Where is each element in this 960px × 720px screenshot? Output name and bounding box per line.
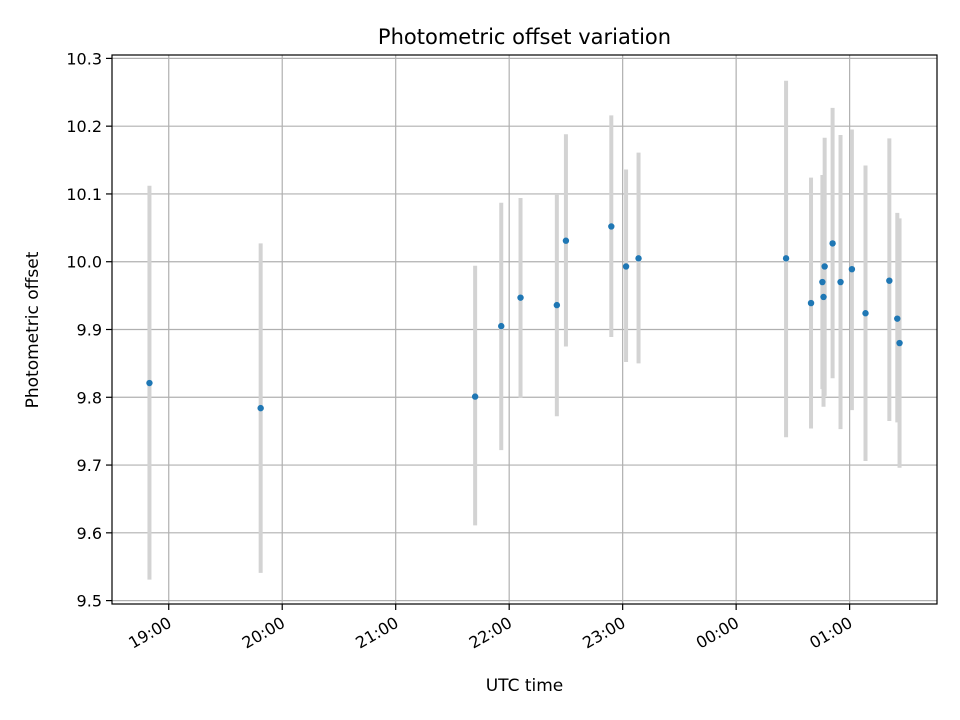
data-point: [819, 278, 826, 286]
y-tick-label: 9.8: [77, 388, 102, 407]
y-tick-label: 10.1: [66, 185, 102, 204]
data-point: [848, 265, 856, 273]
chart-title: Photometric offset variation: [378, 25, 671, 49]
data-point: [608, 223, 615, 230]
data-point: [635, 255, 642, 262]
data-point: [894, 315, 901, 322]
data-point: [562, 237, 570, 244]
data-point: [862, 310, 869, 317]
grid-lines: [112, 55, 937, 604]
y-tick-label: 10.0: [66, 253, 102, 272]
y-tick-label: 9.6: [77, 524, 102, 543]
data-point: [820, 293, 827, 301]
y-axis-ticks: 9.5 9.6 9.7 9.8 9.9 10.0 10.1 10.2 10.3: [66, 49, 112, 611]
data-point: [517, 294, 524, 301]
data-points: [146, 223, 903, 412]
x-axis-label: UTC time: [486, 676, 564, 696]
y-tick-label: 9.5: [77, 592, 102, 611]
data-point: [896, 339, 903, 347]
data-point: [886, 277, 893, 284]
data-point: [257, 404, 264, 412]
y-tick-label: 9.7: [77, 456, 102, 475]
data-point: [821, 263, 828, 270]
data-point: [498, 322, 505, 330]
data-point: [553, 301, 561, 309]
data-point: [829, 240, 836, 247]
y-tick-label: 10.3: [66, 49, 102, 68]
data-point: [837, 278, 844, 286]
data-point: [807, 299, 815, 307]
data-point: [782, 255, 790, 262]
data-point: [622, 263, 630, 270]
data-point: [471, 393, 479, 400]
y-tick-label: 9.9: [77, 321, 102, 340]
y-tick-label: 10.2: [66, 117, 102, 136]
data-point: [146, 379, 153, 387]
y-axis-label: Photometric offset: [23, 251, 43, 408]
